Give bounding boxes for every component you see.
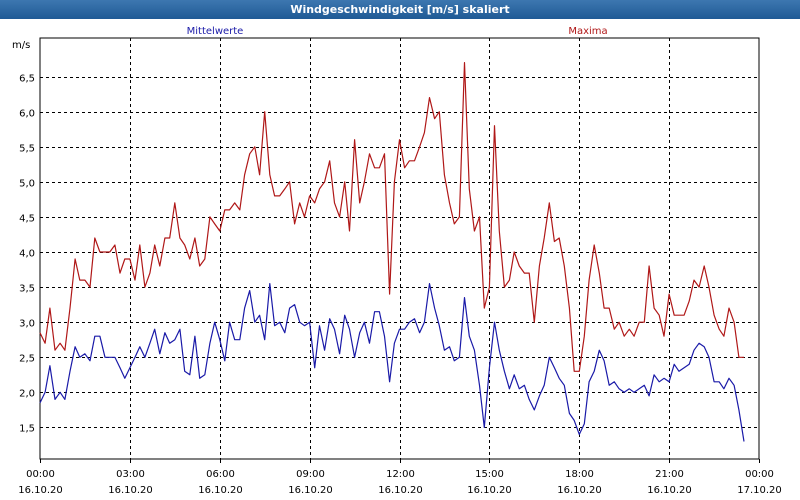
x-tick-time: 12:00	[386, 469, 415, 480]
y-tick-label: 3,0	[19, 319, 35, 330]
y-tick-label: 5,0	[19, 179, 35, 190]
y-tick-label: 4,0	[19, 249, 35, 260]
x-tick-date: 17.10.20	[737, 485, 782, 496]
x-tick-time: 09:00	[296, 469, 325, 480]
y-tick-label: 2,0	[19, 389, 35, 400]
plot-area	[39, 37, 760, 460]
y-tick-label: 6,5	[19, 74, 35, 85]
y-tick-label: 3,5	[19, 284, 35, 295]
y-tick-label: 1,5	[19, 424, 35, 435]
x-tick-date: 16.10.20	[18, 485, 63, 496]
y-axis-unit: m/s	[12, 40, 31, 51]
y-tick-label: 4,5	[19, 214, 35, 225]
x-tick-date: 16.10.20	[647, 485, 692, 496]
x-tick-time: 03:00	[116, 469, 145, 480]
series-line-maxima	[39, 62, 744, 372]
y-tick-label: 6,0	[19, 109, 35, 120]
legend-max: Maxima	[568, 26, 608, 37]
x-tick-time: 00:00	[745, 469, 774, 480]
x-tick-date: 16.10.20	[198, 485, 243, 496]
series-line-mittelwerte	[39, 283, 745, 442]
y-tick-label: 5,5	[19, 144, 35, 155]
x-tick-time: 21:00	[655, 469, 684, 480]
x-tick-time: 00:00	[26, 469, 55, 480]
x-tick-time: 18:00	[565, 469, 594, 480]
chart-title: Windgeschwindigkeit [m/s] skaliert	[0, 0, 800, 19]
legend-mean: Mittelwerte	[186, 26, 244, 37]
y-tick-label: 2,5	[19, 354, 35, 365]
x-tick-date: 16.10.20	[557, 485, 602, 496]
x-tick-date: 16.10.20	[288, 485, 333, 496]
x-tick-date: 16.10.20	[467, 485, 512, 496]
x-tick-date: 16.10.20	[378, 485, 423, 496]
x-tick-time: 15:00	[475, 469, 504, 480]
x-tick-date: 16.10.20	[108, 485, 153, 496]
x-tick-time: 06:00	[206, 469, 235, 480]
